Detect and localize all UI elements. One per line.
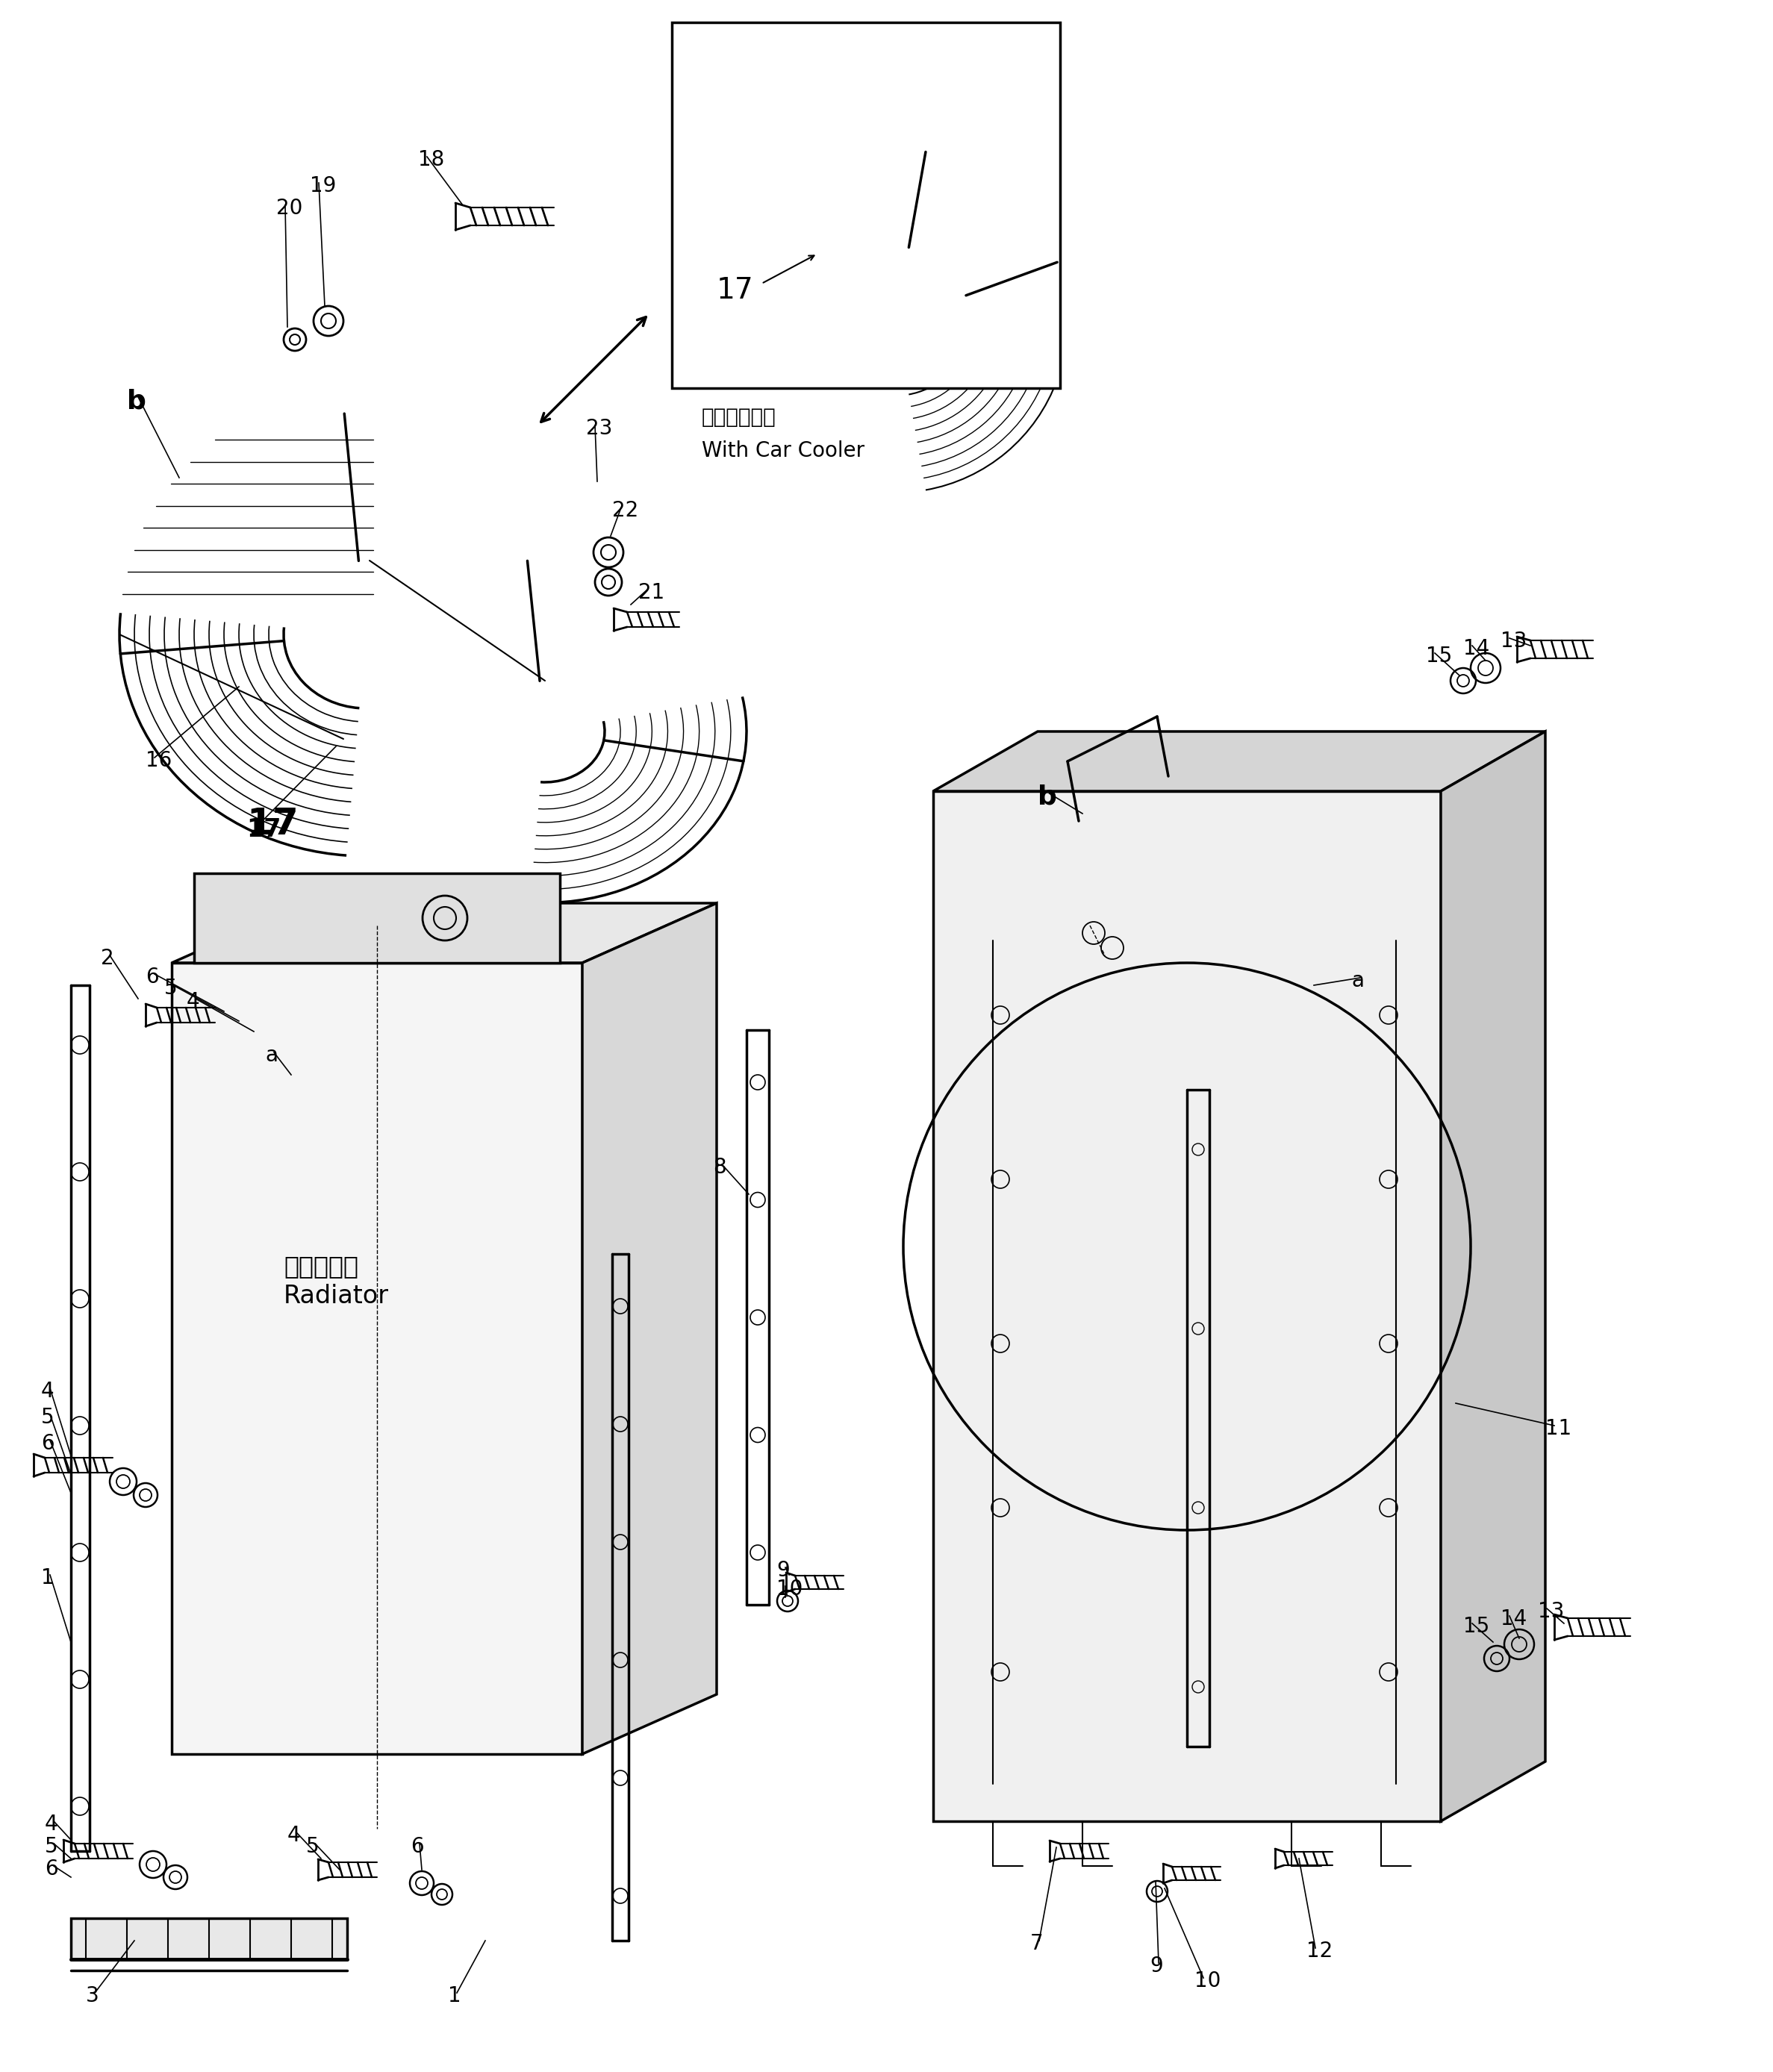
- Text: 9: 9: [777, 1560, 789, 1581]
- Text: 3: 3: [85, 1985, 99, 2006]
- Text: 4: 4: [186, 990, 200, 1011]
- Polygon shape: [172, 903, 716, 963]
- Text: 2: 2: [101, 947, 113, 970]
- Text: 5: 5: [44, 1836, 59, 1857]
- Text: 12: 12: [1307, 1941, 1333, 1962]
- Text: 5: 5: [307, 1836, 319, 1857]
- Text: b: b: [1037, 783, 1057, 808]
- Text: 20: 20: [277, 197, 303, 220]
- Text: 17: 17: [246, 816, 280, 841]
- Text: 22: 22: [612, 499, 638, 520]
- Polygon shape: [1441, 731, 1546, 1821]
- Text: 8: 8: [713, 1156, 727, 1177]
- Text: 9: 9: [1149, 1956, 1163, 1977]
- Text: 4: 4: [41, 1380, 55, 1403]
- Polygon shape: [933, 731, 1546, 792]
- Text: 16: 16: [145, 750, 172, 771]
- Text: b: b: [128, 387, 145, 414]
- Text: カークーラ付: カークーラ付: [702, 406, 777, 427]
- Text: 15: 15: [1425, 646, 1452, 667]
- Text: 7: 7: [1030, 1933, 1043, 1954]
- Text: Radiator: Radiator: [284, 1285, 388, 1307]
- Text: 13: 13: [1500, 630, 1527, 651]
- Text: a: a: [264, 1044, 278, 1065]
- Text: 6: 6: [44, 1859, 59, 1879]
- Text: 14: 14: [1500, 1608, 1527, 1629]
- Text: With Car Cooler: With Car Cooler: [702, 441, 865, 462]
- Text: a: a: [1351, 970, 1363, 990]
- Text: 23: 23: [587, 419, 612, 439]
- Text: 14: 14: [1463, 638, 1489, 659]
- Text: 6: 6: [41, 1434, 55, 1455]
- Text: 10: 10: [777, 1579, 803, 1600]
- Text: 4: 4: [44, 1813, 59, 1834]
- Text: 18: 18: [418, 149, 445, 170]
- Text: 13: 13: [1537, 1602, 1564, 1622]
- Text: 6: 6: [411, 1836, 424, 1857]
- Bar: [193, 872, 560, 963]
- Text: 1: 1: [41, 1566, 55, 1589]
- Text: 6: 6: [145, 966, 160, 988]
- Text: 4: 4: [287, 1825, 301, 1846]
- Text: ラジエータ: ラジエータ: [284, 1254, 358, 1278]
- Text: 1: 1: [449, 1985, 461, 2006]
- Text: 5: 5: [41, 1407, 55, 1428]
- Text: 11: 11: [1546, 1417, 1571, 1440]
- Text: 10: 10: [1195, 1970, 1222, 1991]
- Text: 15: 15: [1463, 1616, 1489, 1637]
- Text: 21: 21: [638, 582, 665, 603]
- Text: 5: 5: [165, 978, 177, 999]
- Bar: [172, 963, 582, 1755]
- Text: 17: 17: [246, 806, 298, 841]
- Bar: [672, 23, 1060, 387]
- Polygon shape: [582, 903, 716, 1755]
- Bar: [71, 1919, 348, 1960]
- Text: 17: 17: [716, 276, 754, 305]
- Text: 19: 19: [310, 176, 337, 197]
- Bar: [933, 792, 1441, 1821]
